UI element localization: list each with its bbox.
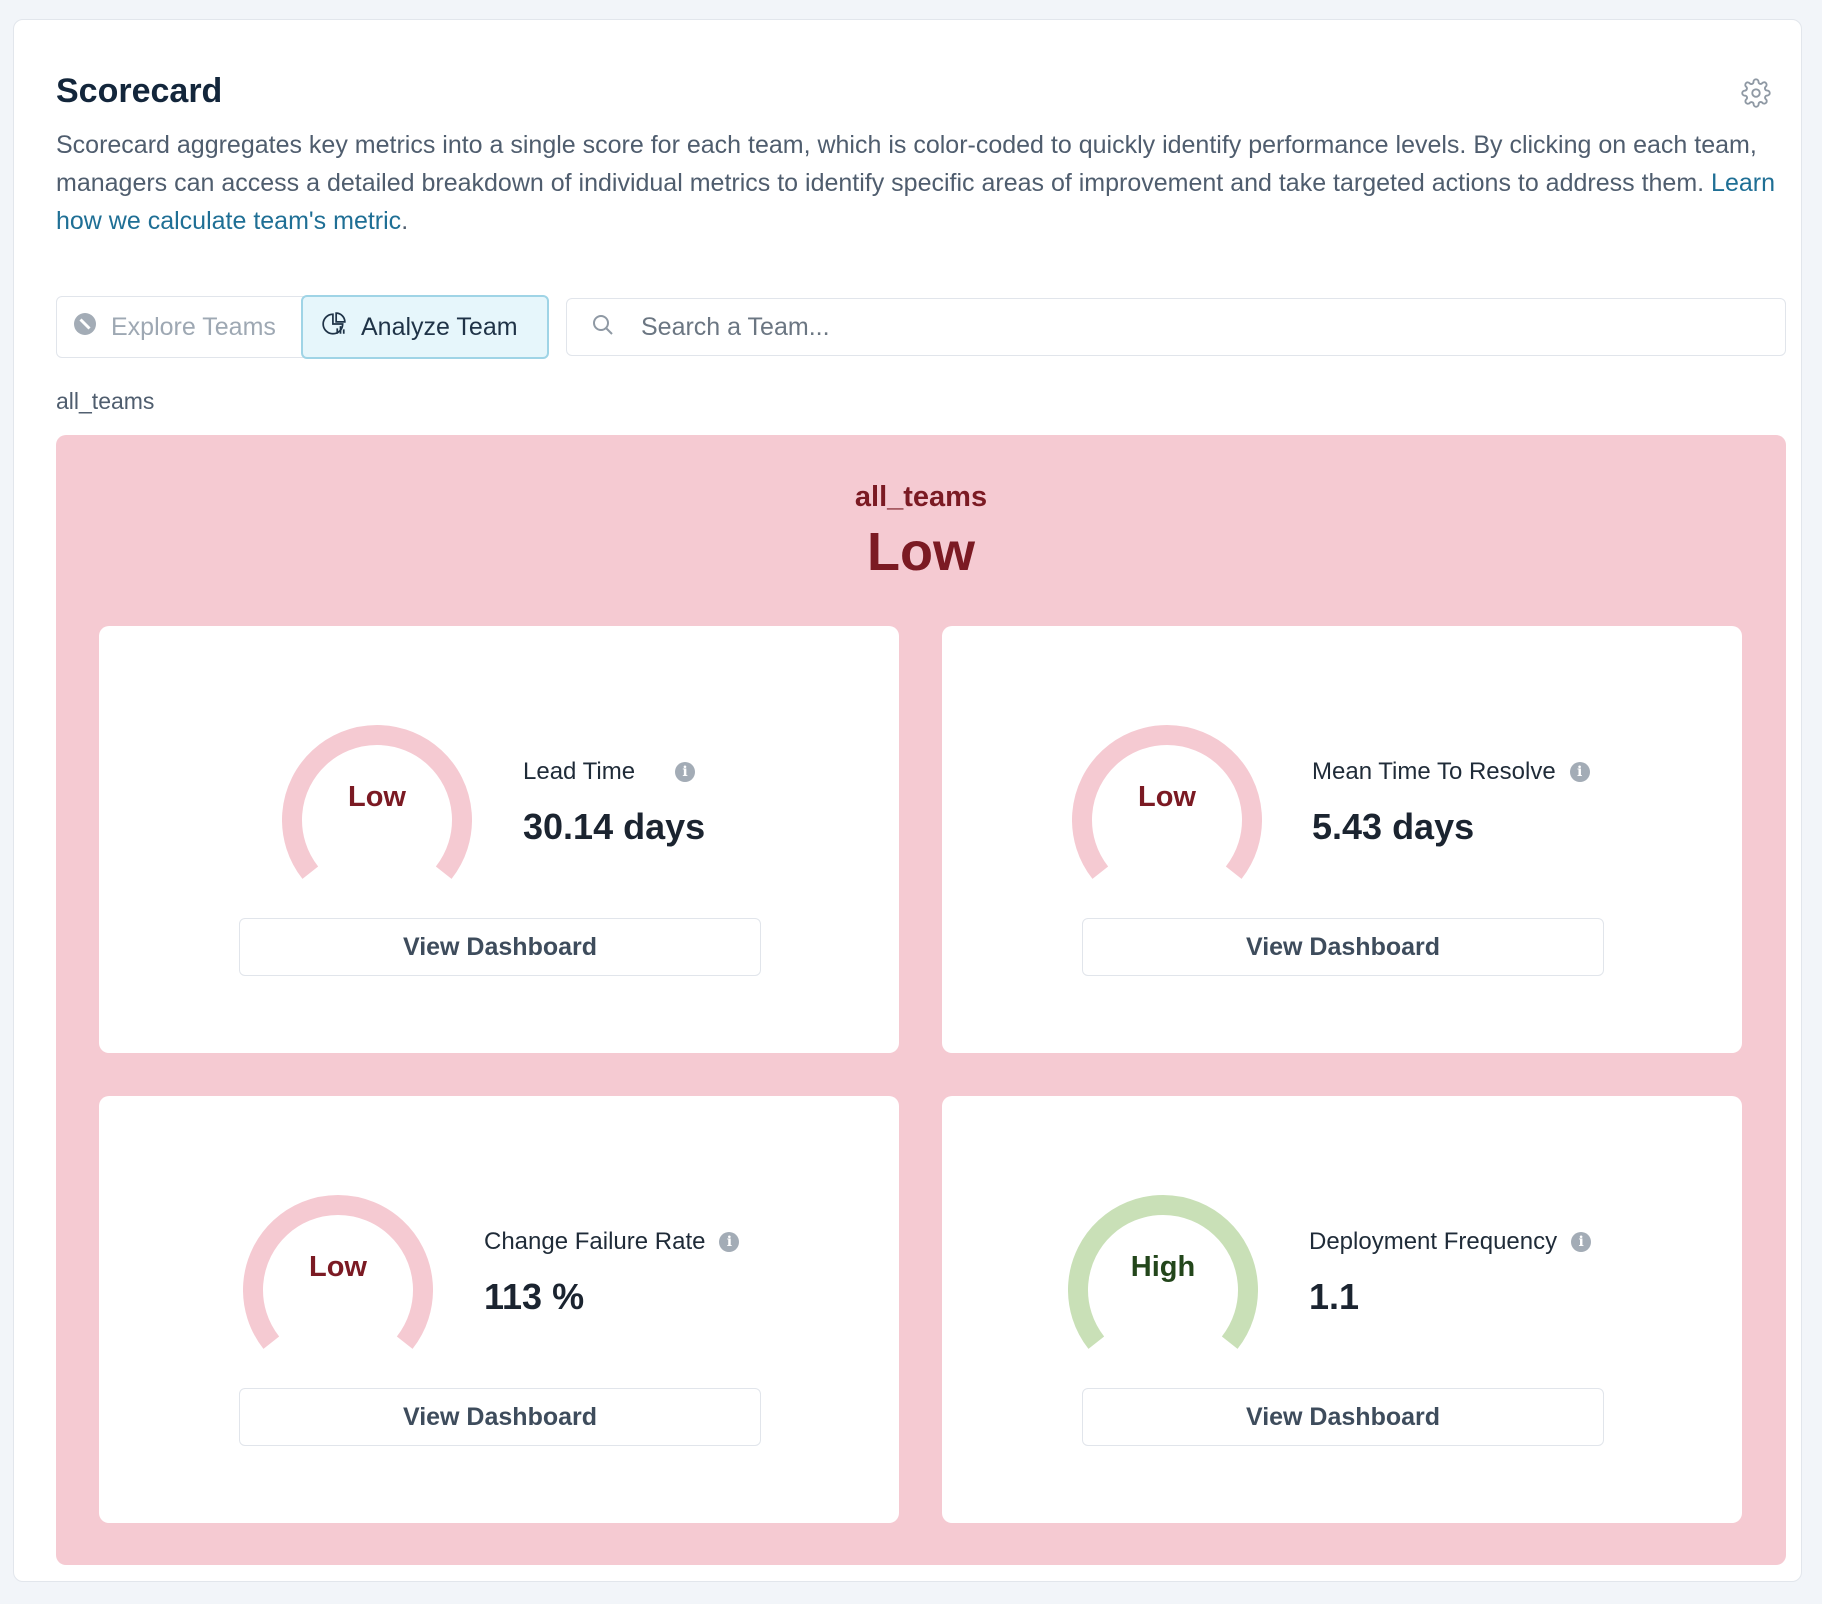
- search-icon: [591, 313, 615, 342]
- view-toggle: Explore Teams Analyze Team: [56, 295, 549, 359]
- metric-name-text: Change Failure Rate: [484, 1228, 706, 1255]
- gauge-level-label: High: [1130, 1251, 1196, 1283]
- gear-icon[interactable]: [1741, 78, 1771, 108]
- metric-name: Lead Time i: [523, 758, 696, 786]
- page-description: Scorecard aggregates key metrics into a …: [56, 126, 1776, 240]
- view-dashboard-button[interactable]: View Dashboard: [1082, 918, 1604, 976]
- description-text: Scorecard aggregates key metrics into a …: [56, 131, 1757, 197]
- info-icon[interactable]: i: [1569, 762, 1590, 782]
- view-dashboard-button[interactable]: View Dashboard: [239, 918, 761, 976]
- compass-icon: [73, 312, 97, 343]
- chart-pie-icon: [321, 311, 347, 344]
- analyze-team-tab[interactable]: Analyze Team: [301, 295, 549, 359]
- metric-value: 113 %: [484, 1276, 585, 1317]
- gauge-level-label: Low: [309, 1251, 367, 1283]
- metric-card-deployment-frequency: High Deployment Frequency i 1.1 View Das…: [942, 1096, 1742, 1523]
- info-icon[interactable]: i: [675, 762, 696, 782]
- info-icon[interactable]: i: [719, 1232, 740, 1252]
- gauge: High: [1068, 1181, 1258, 1351]
- gauge-level-label: Low: [1138, 781, 1196, 813]
- metric-value: 5.43 days: [1312, 806, 1475, 847]
- team-score-panel: all_teams Low Low Lead Time i 30.14 days…: [56, 435, 1786, 1565]
- description-suffix: .: [401, 207, 409, 235]
- analyze-team-label: Analyze Team: [361, 312, 518, 341]
- page-title: Scorecard: [56, 72, 223, 110]
- gauge: Low: [243, 1181, 433, 1351]
- gauge-level-label: Low: [348, 781, 406, 813]
- metric-value: 1.1: [1309, 1276, 1360, 1317]
- metric-name-text: Deployment Frequency: [1309, 1228, 1558, 1255]
- team-level: Low: [867, 522, 975, 582]
- team-name: all_teams: [854, 481, 988, 513]
- gauge: Low: [1072, 711, 1262, 881]
- metric-name: Change Failure Rate i: [484, 1228, 740, 1256]
- scorecard-card: Scorecard Scorecard aggregates key metri…: [13, 19, 1802, 1582]
- metric-name: Mean Time To Resolve i: [1312, 758, 1590, 786]
- metric-name: Deployment Frequency i: [1309, 1228, 1592, 1256]
- info-icon[interactable]: i: [1571, 1232, 1592, 1252]
- metric-card-change-failure-rate: Low Change Failure Rate i 113 % View Das…: [99, 1096, 899, 1523]
- team-search: [566, 298, 1786, 356]
- search-input[interactable]: [641, 312, 1741, 342]
- learn-more-link[interactable]: Learn how we calculate team's metric: [56, 169, 1775, 235]
- metric-card-lead-time: Low Lead Time i 30.14 days View Dashboar…: [99, 626, 899, 1053]
- explore-teams-label: Explore Teams: [111, 312, 276, 341]
- metric-name-text: Lead Time: [523, 758, 636, 785]
- metric-value: 30.14 days: [523, 806, 706, 847]
- breadcrumb: all_teams: [56, 388, 155, 414]
- explore-teams-tab[interactable]: Explore Teams: [73, 297, 276, 357]
- metric-name-text: Mean Time To Resolve: [1312, 758, 1556, 785]
- view-dashboard-button[interactable]: View Dashboard: [1082, 1388, 1604, 1446]
- gauge: Low: [282, 711, 472, 881]
- metric-card-mean-time-to-resolve: Low Mean Time To Resolve i 5.43 days Vie…: [942, 626, 1742, 1053]
- view-dashboard-button[interactable]: View Dashboard: [239, 1388, 761, 1446]
